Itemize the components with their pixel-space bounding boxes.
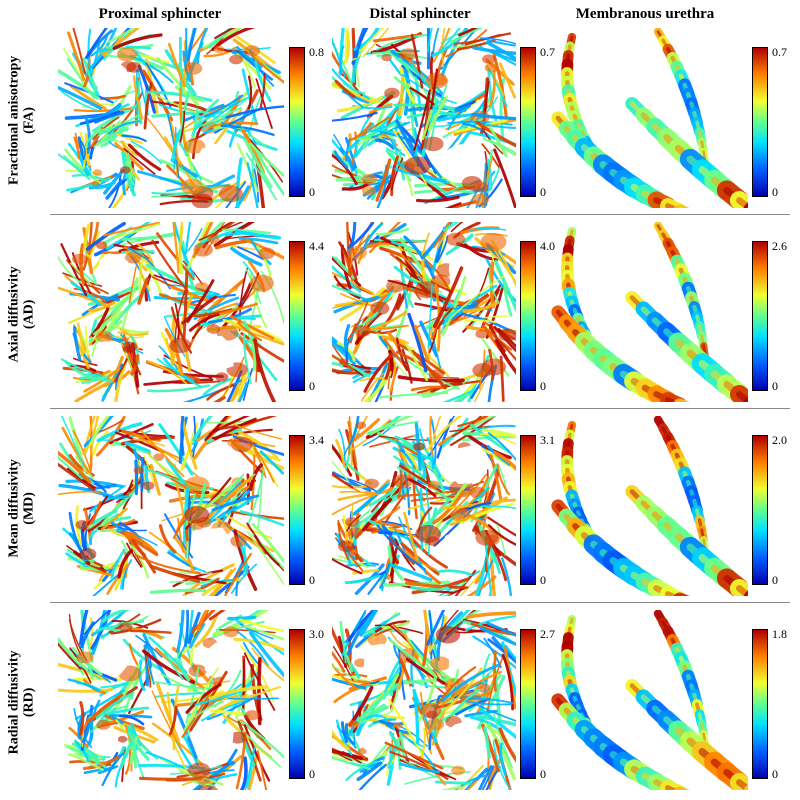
col-header-proximal: Proximal sphincter (60, 6, 260, 23)
colorbar-max-rd-proximal: 3.0 (309, 627, 324, 642)
colorbar-ad-proximal (289, 241, 305, 391)
colorbar-max-md-distal: 3.1 (540, 433, 555, 448)
row-label-ad-line2: (AD) (22, 300, 37, 330)
row-label-rd: Radial diffusivity (RD) (7, 612, 38, 792)
row-label-fa-line2: (FA) (22, 107, 37, 134)
panel-rd-distal (332, 610, 516, 790)
tractography-rd-membranous (548, 610, 748, 790)
colorbar-max-md-membranous: 2.0 (772, 433, 787, 448)
colorbar-max-md-proximal: 3.4 (309, 433, 324, 448)
colorbar-max-fa-membranous: 0.7 (772, 45, 787, 60)
panel-fa-distal (332, 28, 516, 208)
colorbar-min-ad-distal: 0 (540, 379, 546, 394)
tractography-fa-membranous (548, 28, 748, 208)
panel-md-proximal (58, 416, 284, 596)
colorbar-ad-distal (520, 241, 536, 391)
colorbar-max-rd-membranous: 1.8 (772, 627, 787, 642)
colorbar-fa-proximal (289, 47, 305, 197)
panel-rd-proximal (58, 610, 284, 790)
colorbar-min-md-distal: 0 (540, 573, 546, 588)
tractography-md-proximal (58, 416, 284, 596)
colorbar-fa-membranous (752, 47, 768, 197)
colorbar-max-ad-proximal: 4.4 (309, 239, 324, 254)
colorbar-max-fa-distal: 0.7 (540, 45, 555, 60)
colorbar-rd-proximal (289, 629, 305, 779)
panel-fa-proximal (58, 28, 284, 208)
figure-root: Proximal sphincter Distal sphincter Memb… (0, 0, 800, 800)
col-header-distal: Distal sphincter (320, 6, 520, 23)
tractography-fa-proximal (58, 28, 284, 208)
row-label-md-line2: (MD) (22, 492, 37, 525)
tractography-ad-distal (332, 222, 516, 402)
colorbar-md-proximal (289, 435, 305, 585)
colorbar-max-rd-distal: 2.7 (540, 627, 555, 642)
colorbar-min-md-membranous: 0 (772, 573, 778, 588)
panel-md-distal (332, 416, 516, 596)
colorbar-max-ad-membranous: 2.6 (772, 239, 787, 254)
tractography-fa-distal (332, 28, 516, 208)
panel-rd-membranous (548, 610, 748, 790)
panel-ad-membranous (548, 222, 748, 402)
panel-ad-distal (332, 222, 516, 402)
row-label-fa-line1: Fractional anisotropy (7, 56, 22, 185)
tractography-rd-distal (332, 610, 516, 790)
tractography-rd-proximal (58, 610, 284, 790)
colorbar-md-membranous (752, 435, 768, 585)
tractography-md-membranous (548, 416, 748, 596)
row-label-rd-line1: Radial diffusivity (7, 650, 22, 754)
colorbar-min-ad-proximal: 0 (309, 379, 315, 394)
panel-fa-membranous (548, 28, 748, 208)
colorbar-min-rd-membranous: 0 (772, 767, 778, 782)
panel-md-membranous (548, 416, 748, 596)
col-header-membranous: Membranous urethra (545, 6, 745, 23)
row-label-fa: Fractional anisotropy (FA) (7, 30, 38, 210)
tractography-md-distal (332, 416, 516, 596)
row-label-md-line1: Mean diffusivity (7, 459, 22, 557)
colorbar-max-ad-distal: 4.0 (540, 239, 555, 254)
row-label-rd-line2: (RD) (22, 688, 37, 718)
colorbar-min-fa-proximal: 0 (309, 185, 315, 200)
panel-ad-proximal (58, 222, 284, 402)
colorbar-md-distal (520, 435, 536, 585)
colorbar-min-fa-distal: 0 (540, 185, 546, 200)
tractography-ad-membranous (548, 222, 748, 402)
colorbar-fa-distal (520, 47, 536, 197)
row-label-ad: Axial diffusivity (AD) (7, 224, 38, 404)
colorbar-rd-distal (520, 629, 536, 779)
row-divider (50, 408, 790, 409)
row-divider (50, 214, 790, 215)
row-label-md: Mean diffusivity (MD) (7, 418, 38, 598)
colorbar-ad-membranous (752, 241, 768, 391)
colorbar-rd-membranous (752, 629, 768, 779)
colorbar-min-ad-membranous: 0 (772, 379, 778, 394)
tractography-ad-proximal (58, 222, 284, 402)
colorbar-min-rd-distal: 0 (540, 767, 546, 782)
row-label-ad-line1: Axial diffusivity (7, 266, 22, 362)
colorbar-min-fa-membranous: 0 (772, 185, 778, 200)
colorbar-max-fa-proximal: 0.8 (309, 45, 324, 60)
row-divider (50, 602, 790, 603)
colorbar-min-rd-proximal: 0 (309, 767, 315, 782)
colorbar-min-md-proximal: 0 (309, 573, 315, 588)
